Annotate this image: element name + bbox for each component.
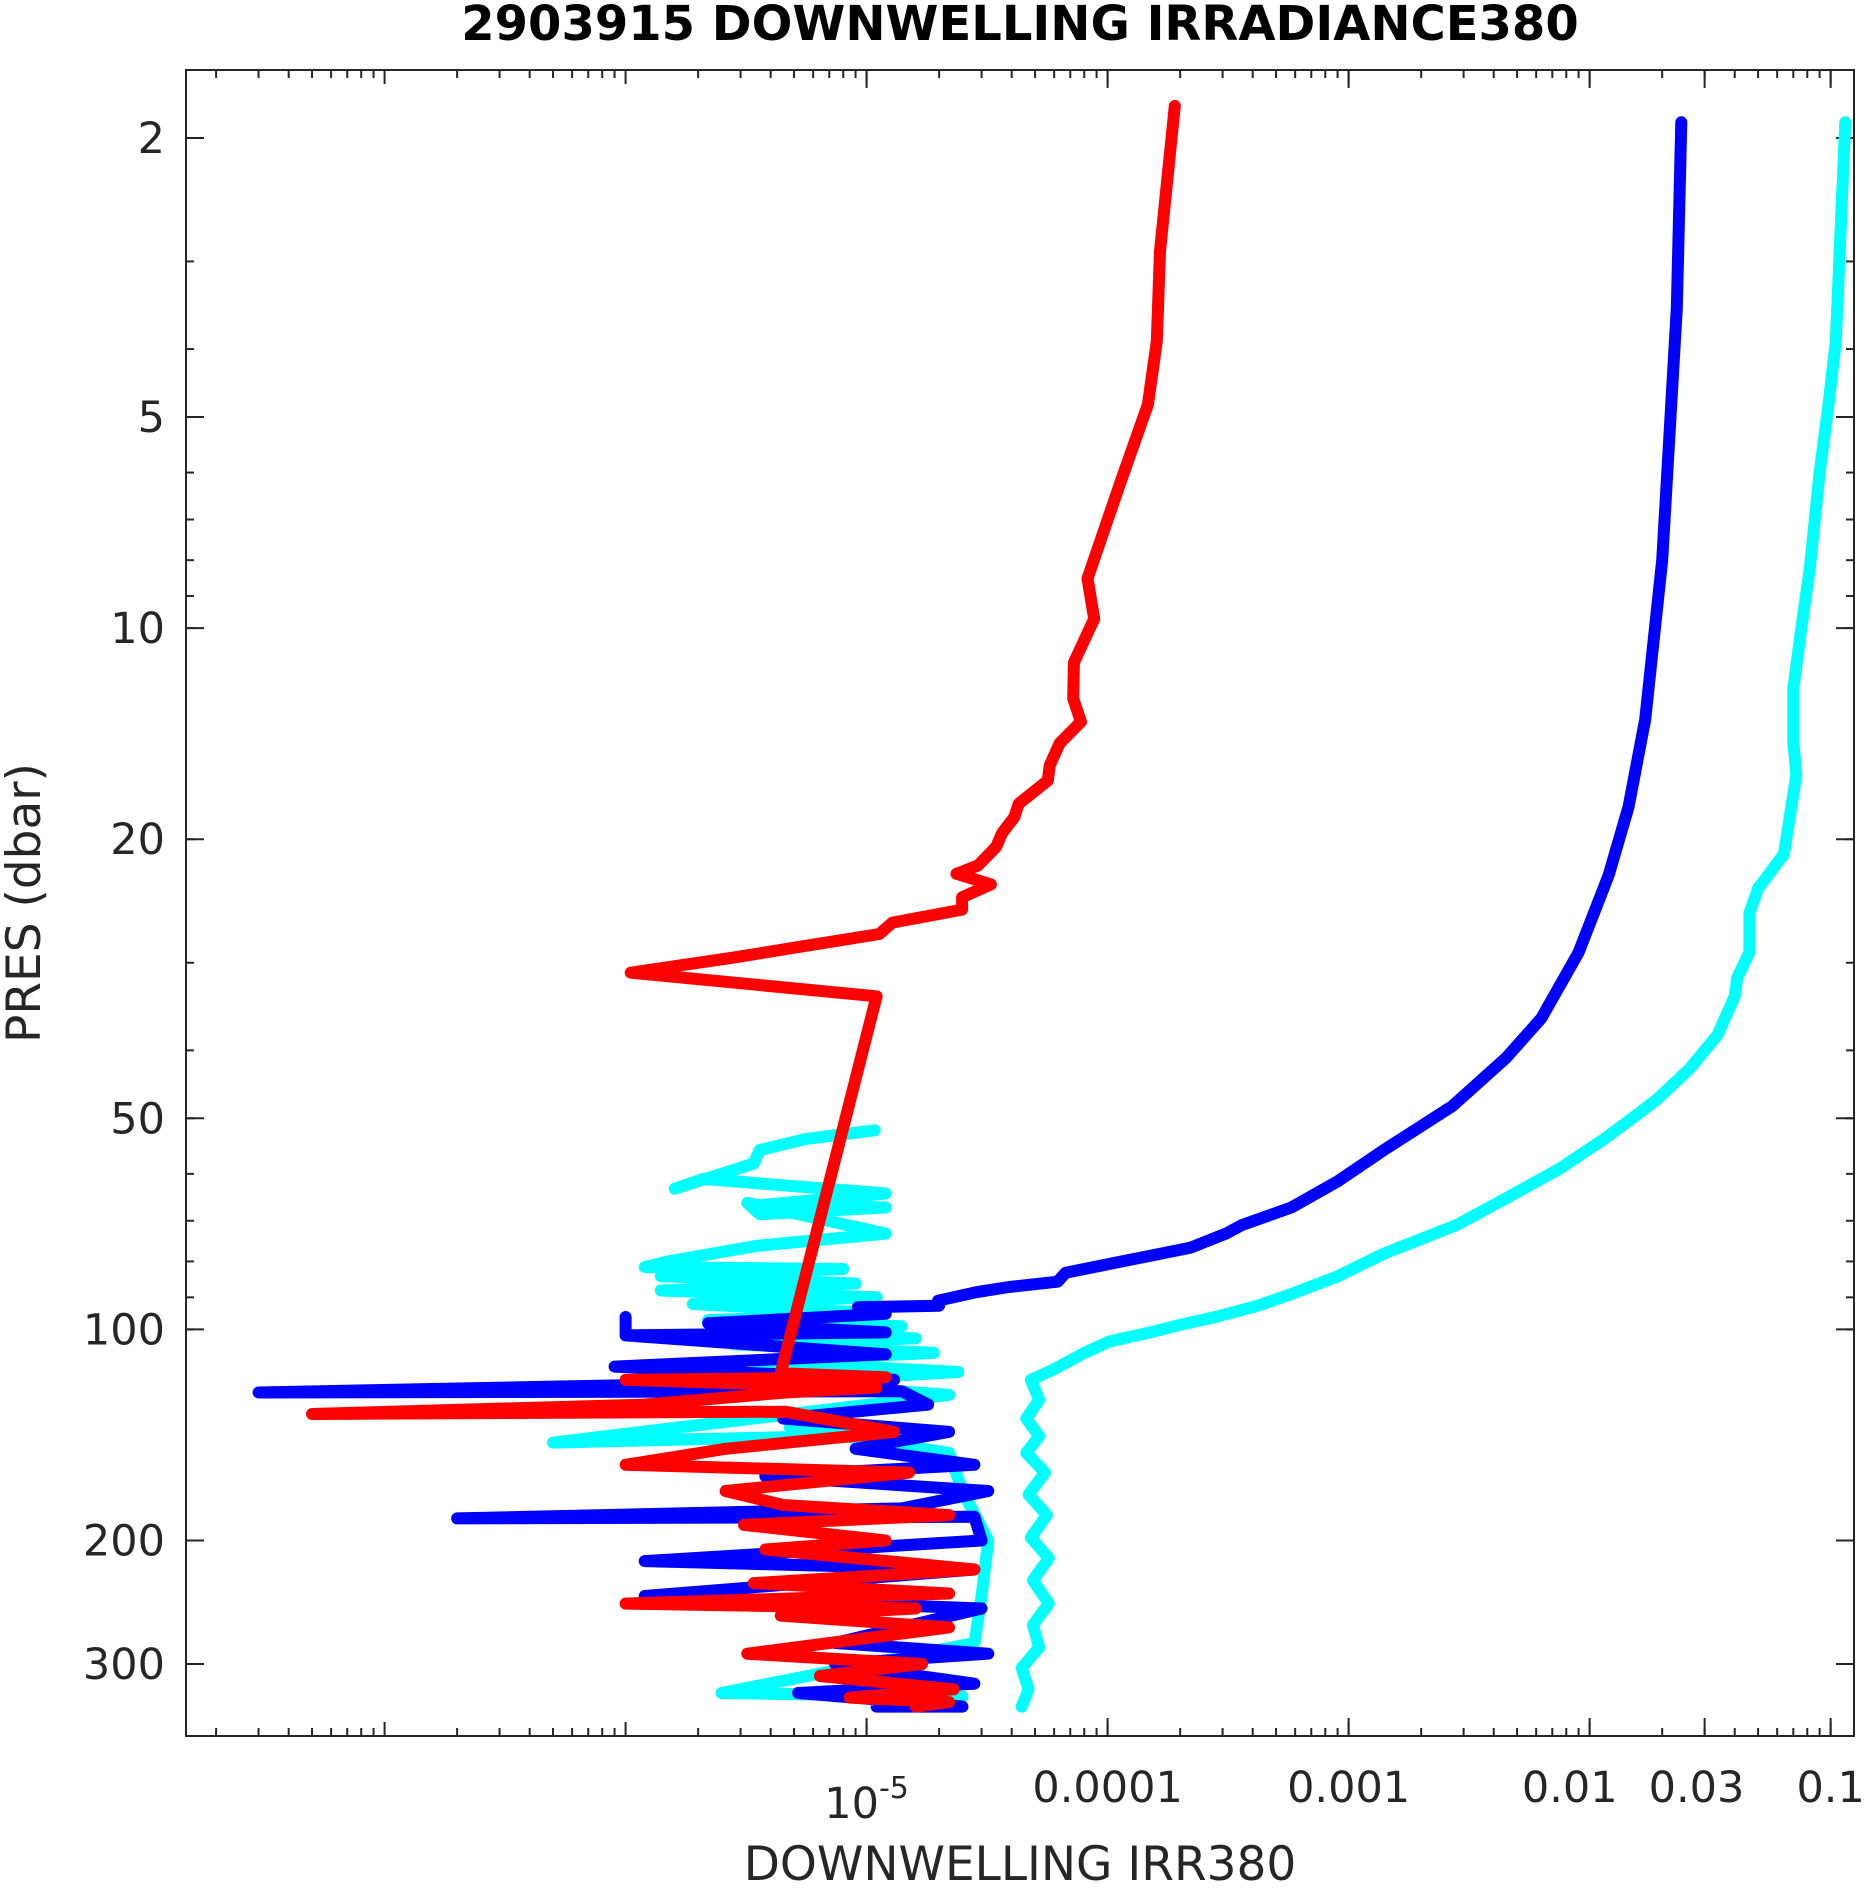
major-ticks xyxy=(186,70,1854,1736)
minor-ticks xyxy=(186,70,1854,1736)
y-tick-label: 2 xyxy=(138,114,165,164)
y-tick-label: 50 xyxy=(110,1094,165,1144)
x-tick-label: 0.001 xyxy=(1287,1763,1410,1813)
y-tick-label: 300 xyxy=(83,1640,165,1690)
series-line-2 xyxy=(547,1124,995,1703)
y-tick-label: 10 xyxy=(110,604,165,654)
series-layer xyxy=(252,99,1852,1713)
x-tick-label: 0.0001 xyxy=(1032,1763,1182,1813)
x-tick-label: 10-5 xyxy=(824,1771,909,1829)
y-tick-label: 200 xyxy=(83,1517,165,1567)
series-line-4 xyxy=(306,99,1181,1713)
series-line-3 xyxy=(252,116,1688,1713)
y-tick-label: 20 xyxy=(110,815,165,865)
x-tick-label: 0.03 xyxy=(1649,1763,1745,1813)
y-tick-label: 100 xyxy=(83,1305,165,1355)
x-tick-label: 0.01 xyxy=(1522,1763,1618,1813)
series-line-1 xyxy=(1015,116,1852,1713)
y-axis-label: PRES (dbar) xyxy=(0,763,52,1043)
tick-labels: 10-5 0.0001 0.001 0.01 0.03 0.1 2 5 10 20 50 100 200… xyxy=(83,114,1865,1829)
y-tick-label: 5 xyxy=(138,393,165,443)
chart-title: 2903915 DOWNWELLING IRRADIANCE380 xyxy=(461,0,1578,52)
x-axis-label: DOWNWELLING IRR380 xyxy=(744,1837,1297,1892)
x-tick-label: 0.1 xyxy=(1796,1763,1864,1813)
plot-frame xyxy=(185,69,1855,1737)
